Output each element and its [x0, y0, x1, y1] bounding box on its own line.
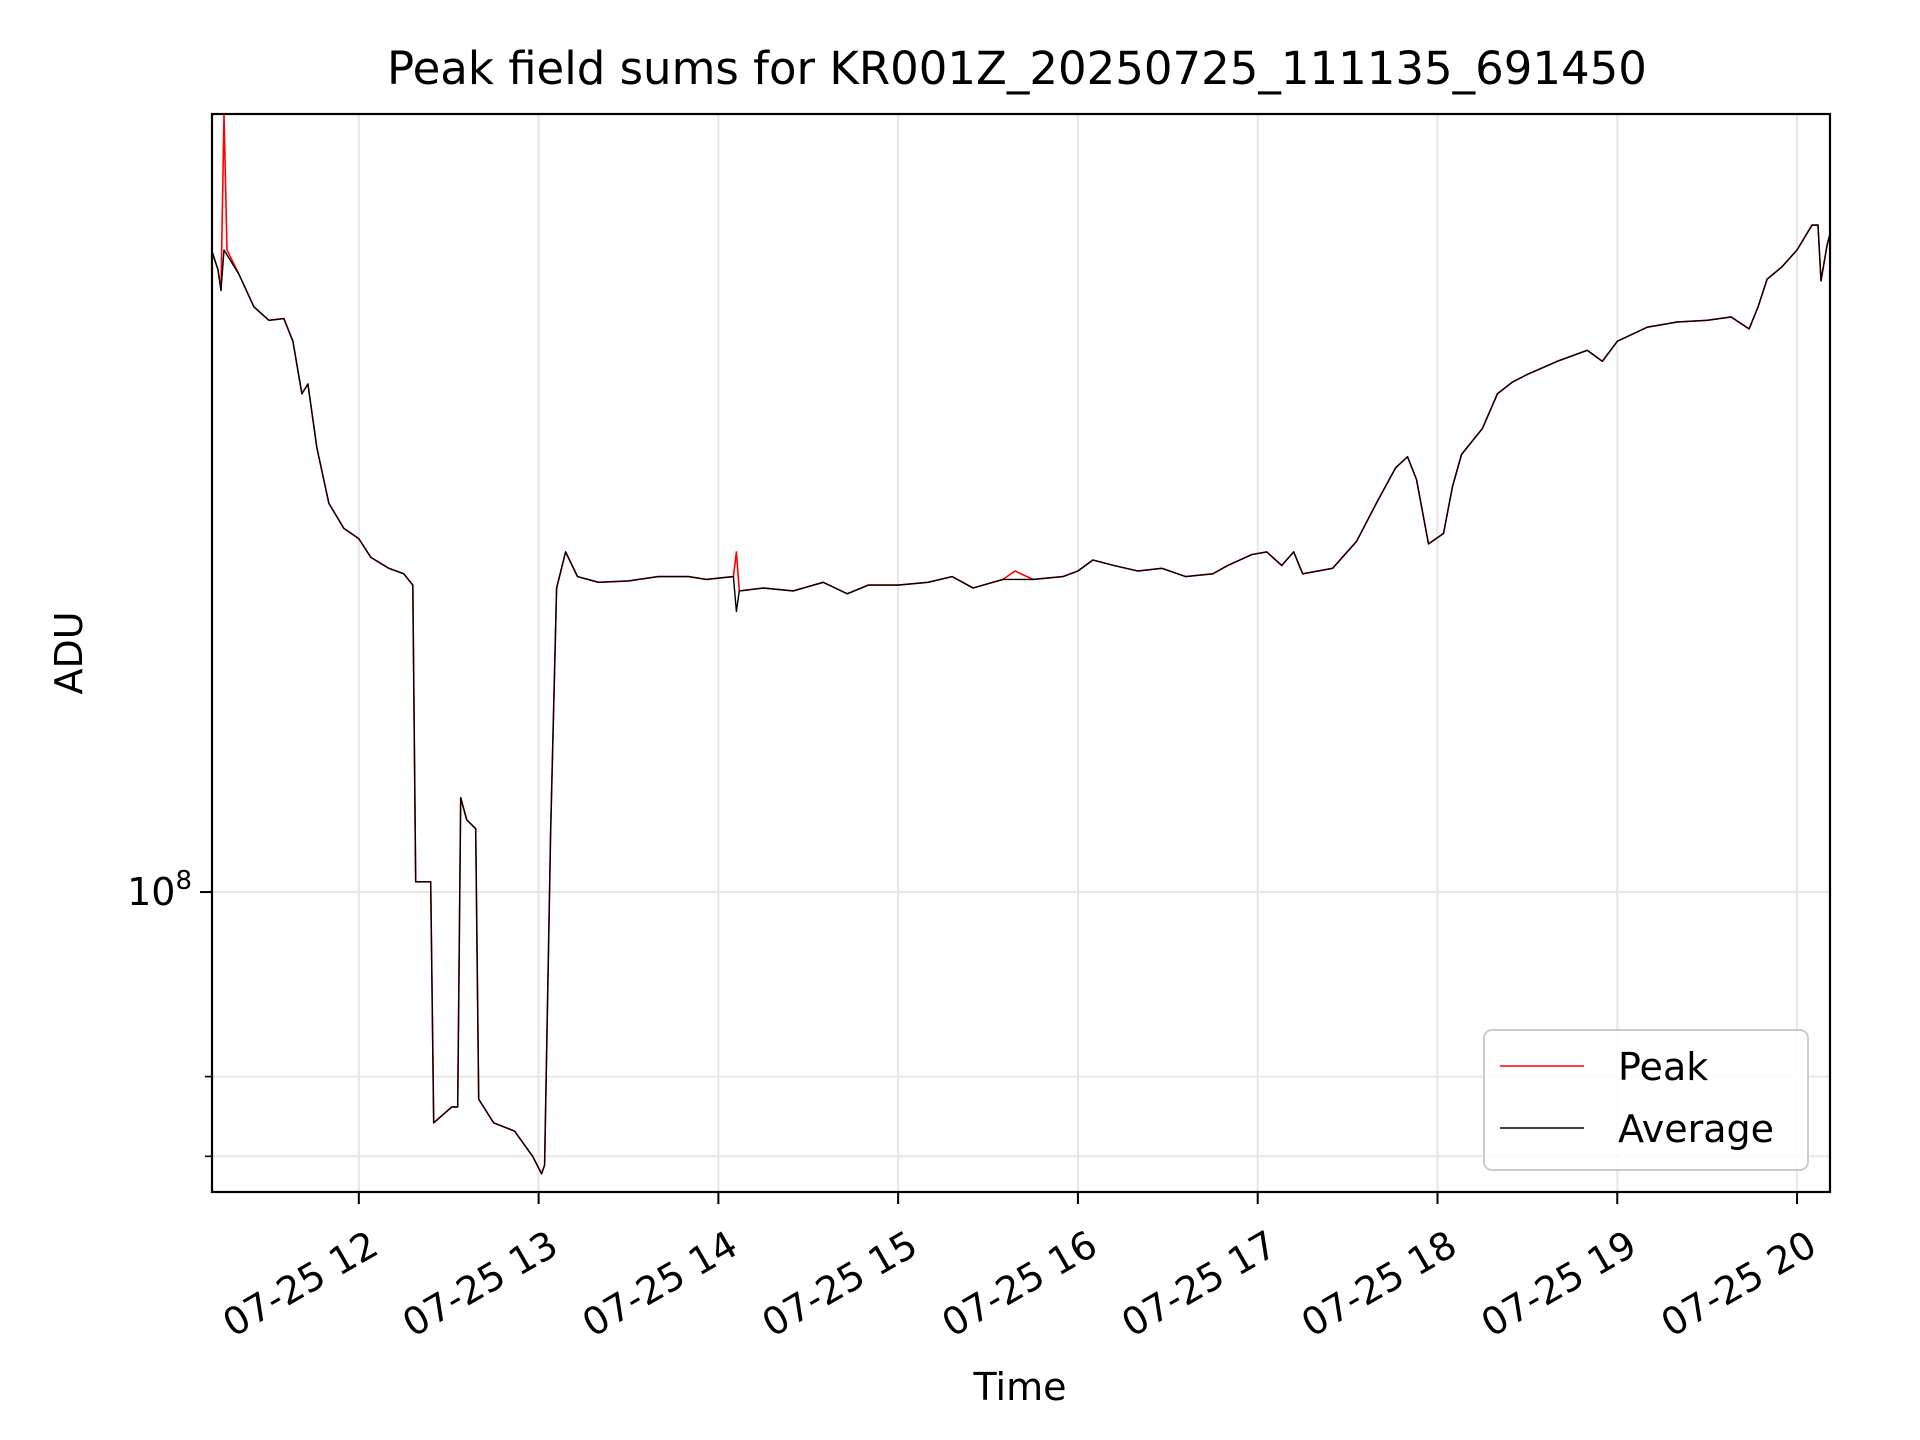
grid: [212, 114, 1830, 1192]
plot-frame: [210, 112, 1832, 1194]
legend-label-average: Average: [1618, 1107, 1774, 1151]
chart-title: Peak field sums for KR001Z_20250725_1111…: [387, 42, 1647, 95]
y-tick-label: 108: [127, 866, 192, 914]
legend: Peak Average: [1483, 1029, 1809, 1171]
legend-box: [1483, 1029, 1809, 1171]
x-axis-label: Time: [973, 1365, 1067, 1409]
legend-label-peak: Peak: [1618, 1045, 1708, 1089]
series-layer: [212, 114, 1830, 1175]
series-line-average: [212, 224, 1830, 1175]
y-axis-label: ADU: [47, 611, 91, 694]
